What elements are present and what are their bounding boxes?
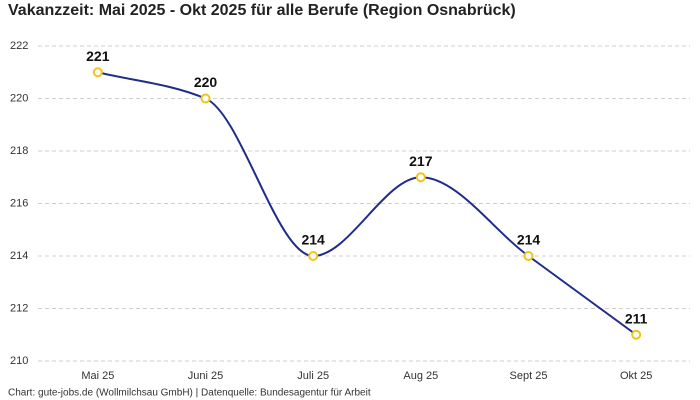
marker: [92, 67, 103, 78]
x-tick-label: Juni 25: [188, 370, 223, 382]
chart-title: Vakanzzeit: Mai 2025 - Okt 2025 für alle…: [8, 2, 516, 19]
y-tick-label: 222: [10, 40, 28, 52]
marker: [631, 329, 642, 340]
data-label: 211: [625, 310, 648, 326]
x-tick-label: Sept 25: [510, 370, 548, 382]
x-tick-label: Mai 25: [81, 370, 114, 382]
x-tick-label: Aug 25: [403, 370, 438, 382]
marker: [200, 93, 211, 104]
y-tick-label: 210: [10, 355, 28, 367]
y-tick-label: 220: [10, 92, 28, 104]
y-tick-label: 212: [10, 302, 28, 314]
data-label: 221: [86, 48, 110, 64]
y-tick-label: 218: [10, 145, 28, 157]
x-tick-label: Okt 25: [620, 370, 652, 382]
x-tick-label: Juli 25: [297, 370, 329, 382]
source-note: Chart: gute-jobs.de (Wollmilchsau GmbH) …: [8, 388, 371, 399]
marker: [523, 251, 534, 261]
y-tick-label: 214: [10, 250, 28, 262]
data-label: 214: [301, 232, 325, 248]
marker: [308, 251, 319, 261]
data-label: 217: [409, 153, 433, 169]
data-label: 220: [194, 74, 218, 90]
data-label: 214: [517, 232, 541, 248]
y-tick-label: 216: [10, 197, 28, 209]
marker: [415, 172, 426, 183]
